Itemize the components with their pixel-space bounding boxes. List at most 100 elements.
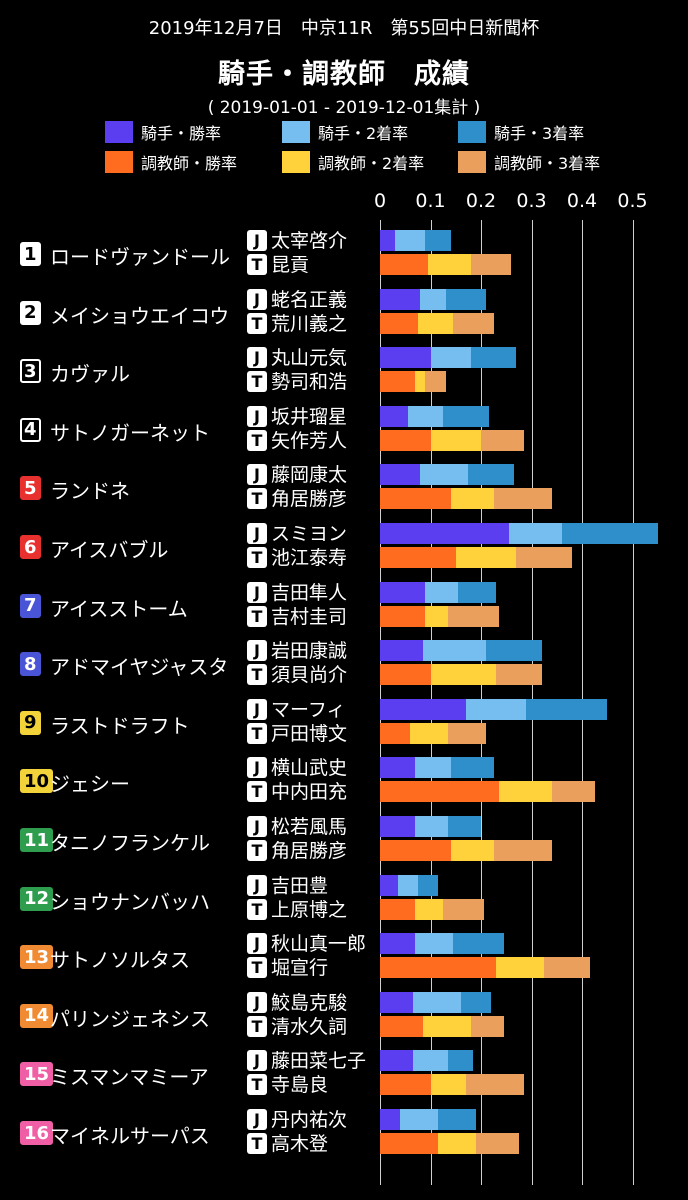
trainer-bar-segment [425,605,449,627]
legend-swatch [105,151,133,173]
jockey-badge: J [247,933,267,955]
jockey-badge: J [247,816,267,837]
trainer-bar-segment [380,957,497,979]
trainer-bar-segment [380,429,431,451]
jockey-bar-segment [380,1109,401,1130]
gridline [632,220,634,1185]
trainer-badge: T [247,254,267,275]
trainer-bar-segment [493,840,552,861]
jockey-bar-segment [415,757,451,779]
jockey-bar-segment [407,405,444,427]
trainer-bar-segment [448,722,487,744]
trainer-badge: T [247,722,267,744]
trainer-bar-segment [380,1015,423,1037]
jockey-bar-segment [526,698,608,720]
horse-number-badge: 1 [20,242,41,266]
horse-number-badge: 8 [20,652,41,677]
jockey-bar-segment [415,933,454,955]
trainer-bar-segment [417,312,454,334]
legend-label: 調教師・3着率 [494,154,601,173]
horse-number-badge: 3 [20,359,41,384]
jockey-badge: J [247,347,267,369]
legend-label: 調教師・勝率 [141,154,238,173]
jockey-bar-segment [380,933,416,955]
jockey-bar-segment [380,464,421,486]
trainer-bar-segment [380,312,418,334]
jockey-bar-segment [422,640,487,662]
trainer-bar-segment [380,547,456,568]
horse-name: サトノガーネット [50,420,210,445]
jockey-bar-segment [453,933,504,955]
trainer-bar-segment [422,1015,471,1037]
horse-name: タニノフランケル [50,831,210,855]
trainer-bar-segment [430,664,497,686]
x-tick-label: 0.2 [465,190,497,212]
trainer-name: 中内田充 [271,781,348,804]
jockey-name: 太宰啓介 [271,230,348,252]
legend-swatch [105,121,133,143]
jockey-bar-segment [380,347,431,369]
jockey-badge: J [247,464,267,486]
jockey-bar-segment [380,640,423,662]
jockey-bar-segment [486,640,542,662]
trainer-bar-segment [455,547,517,568]
horse-number-badge: 4 [20,417,41,442]
jockey-bar-segment [425,230,451,251]
jockey-bar-segment [460,991,492,1013]
jockey-bar-segment [443,405,489,427]
horse-number-badge: 10 [20,769,54,794]
jockey-bar-segment [412,991,461,1013]
legend-item: 騎手・勝率 [105,121,221,143]
trainer-badge: T [247,957,267,979]
trainer-bar-segment [410,722,449,744]
trainer-bar-segment [450,488,494,510]
legend-label: 騎手・勝率 [141,124,222,143]
trainer-bar-segment [380,840,451,861]
jockey-badge: J [247,757,267,779]
jockey-bar-segment [470,347,517,369]
jockey-bar-segment [448,816,481,837]
legend-swatch [458,121,486,143]
jockey-bar-segment [450,757,494,779]
jockey-bar-segment [380,1050,413,1072]
jockey-bar-segment [420,464,469,486]
chart-title: 騎手・調教師 成績 [218,59,470,90]
trainer-badge: T [247,664,267,686]
trainer-badge: T [247,429,267,451]
legend-label: 騎手・2着率 [318,124,409,143]
trainer-name: 戸田博文 [271,722,348,745]
trainer-bar-segment [380,254,428,275]
trainer-badge: T [247,898,267,920]
trainer-bar-segment [496,957,545,979]
trainer-bar-segment [448,605,499,627]
jockey-bar-segment [380,288,421,310]
horse-name: メイショウエイコウ [50,303,230,328]
trainer-bar-segment [496,664,542,686]
trainer-badge: T [247,312,267,334]
jockey-bar-segment [561,523,658,544]
legend-swatch [282,151,310,173]
jockey-bar-segment [458,581,497,603]
horse-number-badge: 12 [20,886,54,911]
trainer-bar-segment [380,664,431,686]
jockey-name: 坂井瑠星 [271,405,348,428]
jockey-badge: J [247,288,267,310]
horse-name: ミスマンマミーア [50,1065,209,1090]
trainer-bar-segment [380,1133,439,1154]
x-tick-label: 0 [373,190,387,212]
trainer-bar-segment [380,898,416,920]
trainer-bar-segment [430,1074,466,1096]
trainer-bar-segment [475,1133,519,1154]
horse-number-badge: 2 [20,300,41,325]
legend-label: 調教師・2着率 [318,154,425,173]
jockey-badge: J [247,698,267,720]
jockey-badge: J [247,874,267,896]
trainer-name: 須貝尚介 [271,664,348,687]
jockey-name: 丸山元気 [271,347,348,370]
trainer-bar-segment [438,1133,476,1154]
jockey-bar-segment [412,1050,449,1072]
jockey-name: スミヨン [271,523,348,545]
trainer-bar-segment [516,547,572,568]
race-info: 2019年12月7日 中京11R 第55回中日新聞杯 [148,18,540,39]
jockey-badge: J [247,230,267,251]
